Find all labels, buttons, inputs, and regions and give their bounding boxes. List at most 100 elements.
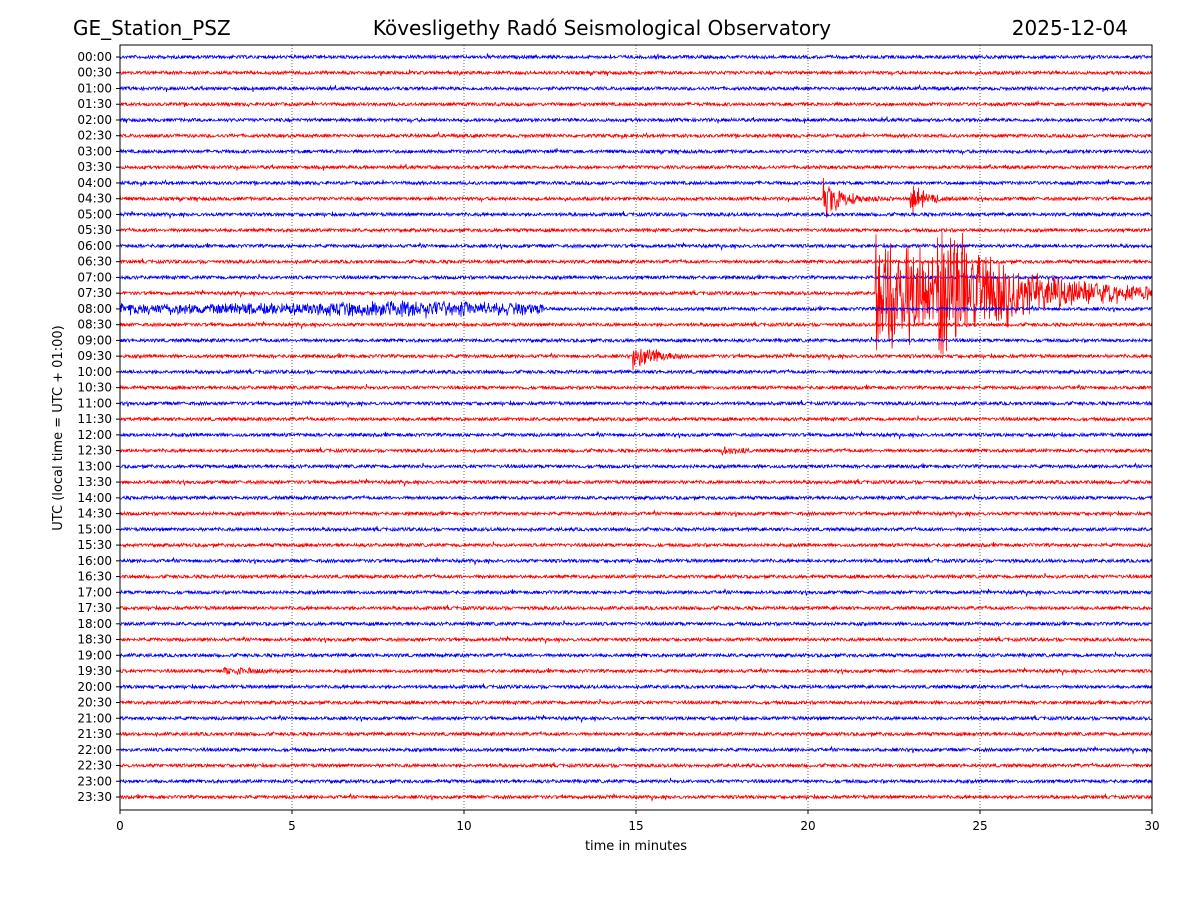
y-tick-label: 18:00 xyxy=(77,617,112,631)
y-tick-label: 03:30 xyxy=(77,160,112,174)
y-tick-label: 03:00 xyxy=(77,144,112,158)
x-tick-label: 0 xyxy=(116,819,124,833)
trace-0830 xyxy=(119,321,1153,330)
y-tick-label: 10:00 xyxy=(77,365,112,379)
trace-0130 xyxy=(119,100,1153,108)
y-tick-label: 01:00 xyxy=(77,81,112,95)
y-tick-label: 21:30 xyxy=(77,727,112,741)
trace-1200 xyxy=(119,430,1153,440)
y-tick-label: 22:30 xyxy=(77,759,112,773)
trace-0400 xyxy=(119,179,1153,187)
y-tick-label: 20:30 xyxy=(77,696,112,710)
trace-0100 xyxy=(119,83,1153,93)
x-tick-label: 20 xyxy=(800,819,815,833)
trace-2130 xyxy=(119,730,1153,738)
x-tick-label: 30 xyxy=(1144,819,1159,833)
y-tick-label: 16:30 xyxy=(77,570,112,584)
trace-1700 xyxy=(119,587,1153,598)
trace-0430 xyxy=(119,177,1153,218)
y-tick-label: 08:30 xyxy=(77,318,112,332)
y-tick-label: 00:00 xyxy=(77,50,112,64)
trace-1330 xyxy=(119,478,1153,488)
y-tick-label: 18:30 xyxy=(77,633,112,647)
trace-0200 xyxy=(119,116,1152,125)
y-tick-label: 16:00 xyxy=(77,554,112,568)
y-tick-label: 10:30 xyxy=(77,381,112,395)
y-tick-label: 23:30 xyxy=(77,790,112,804)
y-tick-label: 19:30 xyxy=(77,664,112,678)
trace-1130 xyxy=(119,415,1153,423)
y-tick-label: 17:00 xyxy=(77,585,112,599)
trace-1430 xyxy=(119,509,1153,519)
y-tick-label: 00:30 xyxy=(77,66,112,80)
trace-0600 xyxy=(119,241,1153,252)
trace-1100 xyxy=(119,399,1153,409)
trace-1300 xyxy=(119,462,1153,470)
trace-2030 xyxy=(119,698,1153,706)
y-tick-label: 01:30 xyxy=(77,97,112,111)
trace-0800 xyxy=(119,300,1153,319)
y-tick-label: 09:00 xyxy=(77,333,112,347)
trace-0500 xyxy=(119,210,1153,220)
y-tick-label: 06:30 xyxy=(77,255,112,269)
trace-2100 xyxy=(119,714,1153,724)
chart-title: Kövesligethy Radó Seismological Observat… xyxy=(372,16,832,40)
x-tick-label: 10 xyxy=(456,819,471,833)
trace-0030 xyxy=(119,69,1153,77)
trace-2230 xyxy=(119,762,1153,770)
y-tick-label: 09:30 xyxy=(77,349,112,363)
y-tick-label: 14:00 xyxy=(77,491,112,505)
y-tick-label: 02:00 xyxy=(77,113,112,127)
trace-0000 xyxy=(119,53,1153,61)
trace-1030 xyxy=(119,383,1153,391)
y-tick-label: 20:00 xyxy=(77,680,112,694)
x-axis-label: time in minutes xyxy=(585,839,687,854)
y-tick-label: 12:00 xyxy=(77,428,112,442)
y-tick-label: 15:00 xyxy=(77,522,112,536)
trace-1900 xyxy=(119,651,1153,659)
x-tick-label: 5 xyxy=(288,819,296,833)
y-tick-label: 22:00 xyxy=(77,743,112,757)
y-tick-label: 07:30 xyxy=(77,286,112,300)
y-tick-label: 05:30 xyxy=(77,223,112,237)
y-tick-label: 13:30 xyxy=(77,475,112,489)
y-tick-label: 08:00 xyxy=(77,302,112,316)
y-tick-label: 12:30 xyxy=(77,444,112,458)
trace-1600 xyxy=(119,556,1153,566)
y-tick-label: 14:30 xyxy=(77,507,112,521)
trace-0900 xyxy=(119,336,1153,344)
y-tick-label: 02:30 xyxy=(77,129,112,143)
x-tick-label: 15 xyxy=(628,819,643,833)
trace-0630 xyxy=(119,258,1153,265)
trace-0230 xyxy=(119,131,1153,140)
y-tick-label: 17:30 xyxy=(77,601,112,615)
trace-0530 xyxy=(119,226,1153,234)
trace-1930 xyxy=(119,666,1153,677)
trace-1530 xyxy=(119,541,1153,549)
y-tick-label: 13:00 xyxy=(77,459,112,473)
trace-0930 xyxy=(119,348,1153,371)
trace-0330 xyxy=(119,163,1153,171)
y-tick-label: 15:30 xyxy=(77,538,112,552)
y-tick-label: 19:00 xyxy=(77,648,112,662)
y-tick-label: 21:00 xyxy=(77,711,112,725)
trace-1830 xyxy=(119,635,1153,645)
trace-0730 xyxy=(119,231,1153,354)
trace-1400 xyxy=(119,494,1153,501)
trace-1800 xyxy=(119,620,1152,627)
trace-1000 xyxy=(119,368,1153,376)
trace-1730 xyxy=(119,604,1153,612)
y-axis-label: UTC (local time = UTC + 01:00) xyxy=(51,325,66,530)
y-tick-label: 11:30 xyxy=(77,412,112,426)
y-tick-label: 07:00 xyxy=(77,270,112,284)
trace-2330 xyxy=(119,792,1153,802)
trace-2200 xyxy=(119,745,1153,755)
y-tick-label: 06:00 xyxy=(77,239,112,253)
x-tick-label: 25 xyxy=(972,819,987,833)
trace-1630 xyxy=(119,573,1153,580)
y-tick-label: 23:00 xyxy=(77,774,112,788)
trace-1230 xyxy=(120,446,1153,457)
trace-2300 xyxy=(119,777,1153,785)
trace-2000 xyxy=(119,682,1152,691)
